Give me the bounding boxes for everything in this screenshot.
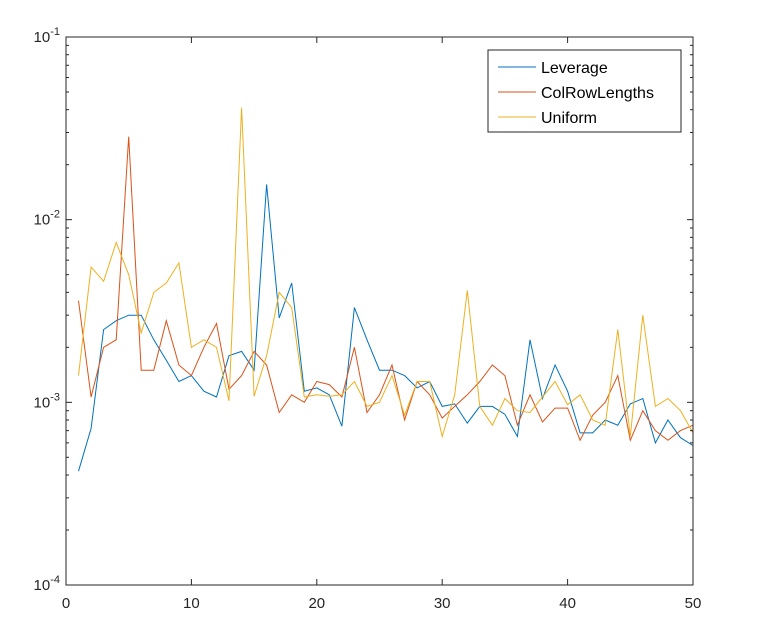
axes-layer: 0 10 20 30 40 50 10-4 10-3 10-2 10-1	[34, 26, 702, 612]
x-tick-label: 20	[308, 595, 325, 612]
legend-label-colrowlengths: ColRowLengths	[541, 85, 654, 102]
legend-label-uniform: Uniform	[541, 110, 597, 127]
plot-area-border	[65, 36, 694, 586]
series-line-leverage	[78, 184, 694, 472]
series-layer	[78, 107, 694, 472]
x-tick-label: 50	[685, 595, 702, 612]
series-line-colrowlengths	[78, 136, 694, 443]
y-tick-label: 10-1	[34, 26, 60, 46]
legend-box	[487, 49, 682, 133]
x-tick-label: 0	[62, 595, 70, 612]
x-tick-label: 10	[183, 595, 200, 612]
x-tick-label: 30	[434, 595, 451, 612]
legend-label-leverage: Leverage	[541, 60, 608, 77]
series-line-uniform	[78, 107, 694, 439]
x-tick-label: 40	[559, 595, 576, 612]
y-tick-label: 10-4	[34, 574, 60, 594]
legend: Leverage ColRowLengths Uniform	[487, 49, 682, 133]
y-tick-label: 10-3	[34, 391, 60, 411]
y-tick-label: 10-2	[34, 209, 60, 229]
